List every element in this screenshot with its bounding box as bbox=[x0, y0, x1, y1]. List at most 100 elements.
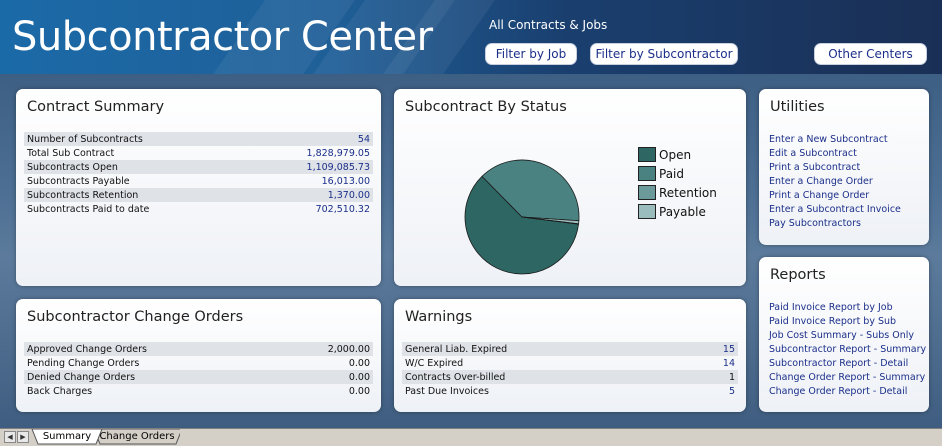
link-edit-subcontract[interactable]: Edit a Subcontract bbox=[769, 148, 857, 159]
row-value[interactable]: 15 bbox=[722, 343, 735, 355]
summary-row: Subcontracts Paid to date 702,510.32 bbox=[24, 202, 373, 216]
change-order-row: Denied Change Orders 0.00 bbox=[24, 370, 373, 384]
row-label: Total Sub Contract bbox=[27, 147, 115, 159]
link-pay-subcontractors[interactable]: Pay Subcontractors bbox=[769, 218, 861, 229]
row-label: Subcontracts Retention bbox=[27, 189, 139, 201]
legend-item-open: Open bbox=[638, 145, 717, 164]
panel-title: Utilities bbox=[770, 99, 825, 115]
change-orders-list: Approved Change Orders 2,000.00 Pending C… bbox=[24, 342, 373, 398]
panel-title: Contract Summary bbox=[27, 99, 165, 115]
filter-by-job-button[interactable]: Filter by Job bbox=[485, 43, 577, 65]
warning-row: W/C Expired 14 bbox=[402, 356, 738, 370]
link-subcontractor-report-detail[interactable]: Subcontractor Report - Detail bbox=[769, 358, 909, 369]
warning-row: Contracts Over-billed 1 bbox=[402, 370, 738, 384]
row-label: Contracts Over-billed bbox=[405, 371, 506, 383]
row-label: Subcontracts Payable bbox=[27, 175, 130, 187]
row-value[interactable]: 1 bbox=[728, 371, 735, 383]
change-order-row: Back Charges 0.00 bbox=[24, 384, 373, 398]
row-label: General Liab. Expired bbox=[405, 343, 508, 355]
tab-change-orders[interactable]: Change Orders bbox=[99, 431, 175, 442]
row-label: W/C Expired bbox=[405, 357, 464, 369]
row-value[interactable]: 5 bbox=[728, 385, 735, 397]
page-title: Subcontractor Center bbox=[12, 14, 433, 60]
legend-label: Paid bbox=[659, 166, 685, 181]
pie-slice-paid bbox=[481, 159, 580, 222]
tab-shape-summary bbox=[31, 429, 103, 445]
link-change-order-report-detail[interactable]: Change Order Report - Detail bbox=[769, 386, 908, 397]
row-value[interactable]: 702,510.32 bbox=[315, 203, 370, 215]
legend-label: Retention bbox=[659, 185, 717, 200]
change-order-row: Pending Change Orders 0.00 bbox=[24, 356, 373, 370]
link-new-subcontract[interactable]: Enter a New Subcontract bbox=[769, 134, 888, 145]
row-label: Back Charges bbox=[27, 385, 93, 397]
panel-title: Reports bbox=[770, 267, 826, 283]
legend-item-payable: Payable bbox=[638, 202, 717, 221]
summary-row: Number of Subcontracts 54 bbox=[24, 132, 373, 146]
summary-row: Subcontracts Retention 1,370.00 bbox=[24, 188, 373, 202]
row-value[interactable]: 1,828,979.05 bbox=[306, 147, 370, 159]
link-print-subcontract[interactable]: Print a Subcontract bbox=[769, 162, 861, 173]
row-label: Pending Change Orders bbox=[27, 357, 140, 369]
row-label: Approved Change Orders bbox=[27, 343, 147, 355]
row-value: 2,000.00 bbox=[327, 343, 370, 355]
status-pie-chart bbox=[464, 159, 580, 275]
link-job-cost-summary[interactable]: Job Cost Summary - Subs Only bbox=[769, 330, 914, 341]
tab-summary[interactable]: Summary bbox=[42, 431, 92, 442]
filter-by-subcontractor-button[interactable]: Filter by Subcontractor bbox=[590, 43, 738, 65]
change-orders-panel: Subcontractor Change Orders Approved Cha… bbox=[16, 299, 381, 412]
sheet-tab-bar: ◀ ▶ Summary Change Orders bbox=[0, 428, 942, 446]
panel-title: Subcontract By Status bbox=[405, 99, 567, 115]
row-value[interactable]: 1,109,085.73 bbox=[306, 161, 370, 173]
warning-row: General Liab. Expired 15 bbox=[402, 342, 738, 356]
tab-shapes bbox=[31, 429, 180, 445]
summary-row: Subcontracts Open 1,109,085.73 bbox=[24, 160, 373, 174]
other-centers-button[interactable]: Other Centers bbox=[814, 43, 927, 65]
summary-row: Total Sub Contract 1,828,979.05 bbox=[24, 146, 373, 160]
chart-legend: Open Paid Retention Payable bbox=[638, 145, 717, 221]
warning-row: Past Due Invoices 5 bbox=[402, 384, 738, 398]
scope-label: All Contracts & Jobs bbox=[489, 18, 608, 32]
row-value[interactable]: 54 bbox=[357, 133, 370, 145]
link-paid-invoice-by-job[interactable]: Paid Invoice Report by Job bbox=[769, 302, 893, 313]
utilities-links: Enter a New Subcontract Edit a Subcontra… bbox=[769, 133, 901, 231]
link-enter-subcontract-invoice[interactable]: Enter a Subcontract Invoice bbox=[769, 204, 901, 215]
header-banner: Subcontractor Center All Contracts & Job… bbox=[0, 0, 942, 74]
contract-summary-panel: Contract Summary Number of Subcontracts 5… bbox=[16, 89, 381, 286]
row-label: Denied Change Orders bbox=[27, 371, 136, 383]
status-chart-panel: Subcontract By Status Open Paid Retentio… bbox=[394, 89, 746, 286]
row-value[interactable]: 16,013.00 bbox=[321, 175, 370, 187]
link-paid-invoice-by-sub[interactable]: Paid Invoice Report by Sub bbox=[769, 316, 897, 327]
row-value: 0.00 bbox=[348, 357, 370, 369]
warnings-list: General Liab. Expired 15 W/C Expired 14 Co… bbox=[402, 342, 738, 398]
reports-panel: Reports Paid Invoice Report by Job Paid … bbox=[759, 257, 929, 412]
pie-slice-retention bbox=[521, 216, 580, 225]
row-label: Past Due Invoices bbox=[405, 385, 489, 397]
row-label: Subcontracts Open bbox=[27, 161, 118, 173]
legend-label: Payable bbox=[659, 204, 706, 219]
link-change-order-report-summary[interactable]: Change Order Report - Summary bbox=[769, 372, 926, 383]
link-enter-change-order[interactable]: Enter a Change Order bbox=[769, 176, 873, 187]
row-value: 0.00 bbox=[348, 371, 370, 383]
legend-swatch bbox=[638, 204, 656, 219]
legend-item-paid: Paid bbox=[638, 164, 717, 183]
legend-swatch bbox=[638, 166, 656, 181]
link-print-change-order[interactable]: Print a Change Order bbox=[769, 190, 870, 201]
legend-label: Open bbox=[659, 147, 692, 162]
summary-list: Number of Subcontracts 54 Total Sub Contr… bbox=[24, 132, 373, 216]
tab-scroll-right-icon[interactable]: ▶ bbox=[17, 431, 29, 443]
panel-title: Warnings bbox=[405, 309, 473, 325]
row-value[interactable]: 1,370.00 bbox=[327, 189, 370, 201]
link-subcontractor-report-summary[interactable]: Subcontractor Report - Summary bbox=[769, 344, 927, 355]
change-order-row: Approved Change Orders 2,000.00 bbox=[24, 342, 373, 356]
legend-swatch bbox=[638, 147, 656, 162]
row-label: Number of Subcontracts bbox=[27, 133, 143, 145]
warnings-panel: Warnings General Liab. Expired 15 W/C Exp… bbox=[394, 299, 746, 412]
pie-slice-open bbox=[464, 175, 579, 275]
row-value[interactable]: 14 bbox=[722, 357, 735, 369]
panel-title: Subcontractor Change Orders bbox=[27, 309, 244, 325]
tab-scroll-left-icon[interactable]: ◀ bbox=[4, 431, 16, 443]
legend-item-retention: Retention bbox=[638, 183, 717, 202]
utilities-panel: Utilities Enter a New Subcontract Edit a… bbox=[759, 89, 929, 245]
row-label: Subcontracts Paid to date bbox=[27, 203, 150, 215]
reports-links: Paid Invoice Report by Job Paid Invoice … bbox=[769, 301, 926, 399]
